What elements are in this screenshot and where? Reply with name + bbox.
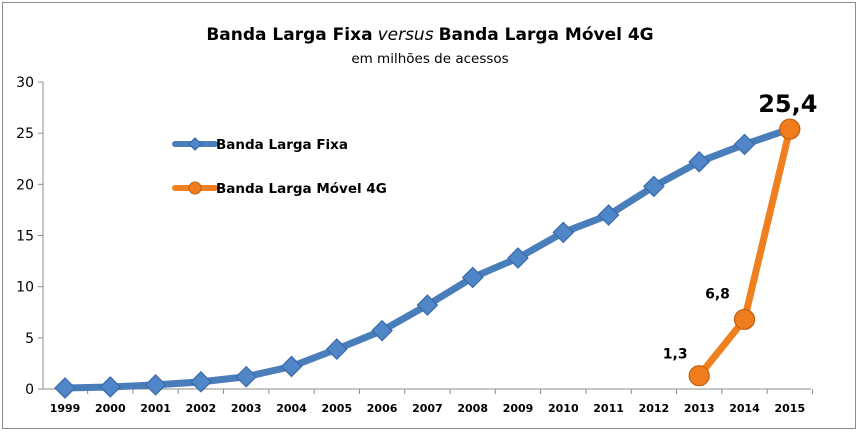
legend-item: Banda Larga Móvel 4G (172, 181, 387, 197)
x-tick-label: 2010 (548, 402, 579, 415)
x-tick-label: 2003 (231, 402, 262, 415)
x-tick-label: 2009 (503, 402, 534, 415)
legend-item: Banda Larga Fixa (172, 137, 348, 153)
title-italic: versus (378, 25, 434, 45)
x-tick-label: 2005 (321, 402, 352, 415)
data-label: 1,3 (663, 347, 688, 363)
data-point-marker (688, 365, 710, 387)
data-point-marker (597, 204, 620, 226)
data-point-marker (188, 137, 202, 151)
x-tick-label: 2008 (457, 402, 488, 415)
chart-title: Banda Larga Fixa versus Banda Larga Móvel … (206, 25, 653, 45)
y-tick-label: 15 (16, 229, 34, 245)
x-tick-label: 2000 (95, 402, 126, 415)
y-tick-labels: 0 5 10 15 20 25 30 (16, 75, 43, 398)
data-point-marker (552, 221, 575, 244)
line-chart: Banda Larga Fixa versus Banda Larga Móvel … (16, 25, 818, 415)
x-tick-label: 2012 (639, 402, 670, 415)
title-part1: Banda Larga Fixa (206, 25, 372, 45)
x-tick-label: 2014 (729, 402, 760, 415)
title-part2: Banda Larga Móvel 4G (439, 25, 654, 45)
data-point-marker (507, 247, 529, 269)
x-tick-label: 2004 (276, 402, 307, 415)
data-point-marker (190, 370, 212, 393)
x-tick-label: 2002 (186, 402, 217, 415)
data-point-marker (280, 355, 303, 378)
y-tick-label: 10 (16, 280, 34, 296)
data-point-marker (461, 266, 484, 289)
data-point-marker (416, 294, 439, 316)
series-banda-larga-movel-4g (688, 118, 801, 387)
legend-label: Banda Larga Fixa (216, 137, 348, 153)
chart-subtitle: em milhões de acessos (351, 51, 508, 67)
legend: Banda Larga Fixa Banda Larga Móvel 4G (172, 137, 387, 197)
y-tick-label: 5 (25, 331, 34, 347)
data-point-marker (733, 308, 756, 331)
y-tick-label: 0 (25, 382, 34, 398)
data-point-marker (235, 365, 258, 388)
data-point-marker (54, 377, 76, 399)
series-group (54, 118, 801, 399)
x-tick-label: 2013 (684, 402, 715, 415)
data-label: 6,8 (705, 286, 730, 302)
data-point-marker (643, 175, 665, 198)
x-tick-labels: 1999 2000 2001 2002 2003 2004 2005 2006 2007 2008… (50, 389, 813, 415)
data-point-marker (144, 374, 167, 396)
data-point-marker (99, 376, 122, 398)
data-labels: 1,3 6,8 25,4 (663, 90, 818, 363)
data-point-marker (733, 133, 756, 156)
data-point-marker (779, 118, 801, 140)
y-tick-label: 20 (16, 177, 34, 193)
x-tick-label: 1999 (50, 402, 81, 415)
axes (42, 82, 811, 390)
data-point-marker (371, 319, 393, 342)
y-tick-label: 25 (16, 126, 34, 142)
data-point-marker (688, 150, 711, 173)
series-line (695, 125, 794, 380)
x-tick-label: 2001 (140, 402, 171, 415)
x-tick-label: 2015 (774, 402, 805, 415)
legend-label: Banda Larga Móvel 4G (216, 181, 387, 197)
data-point-marker (325, 338, 348, 360)
x-tick-label: 2011 (593, 402, 624, 415)
y-tick-label: 30 (16, 75, 34, 91)
x-tick-label: 2006 (367, 402, 398, 415)
series-banda-larga-fixa (54, 118, 801, 399)
chart-frame: Banda Larga Fixa versus Banda Larga Móvel … (2, 2, 856, 429)
x-tick-label: 2007 (412, 402, 443, 415)
legend-marker (188, 181, 202, 195)
data-label: 25,4 (758, 90, 817, 118)
